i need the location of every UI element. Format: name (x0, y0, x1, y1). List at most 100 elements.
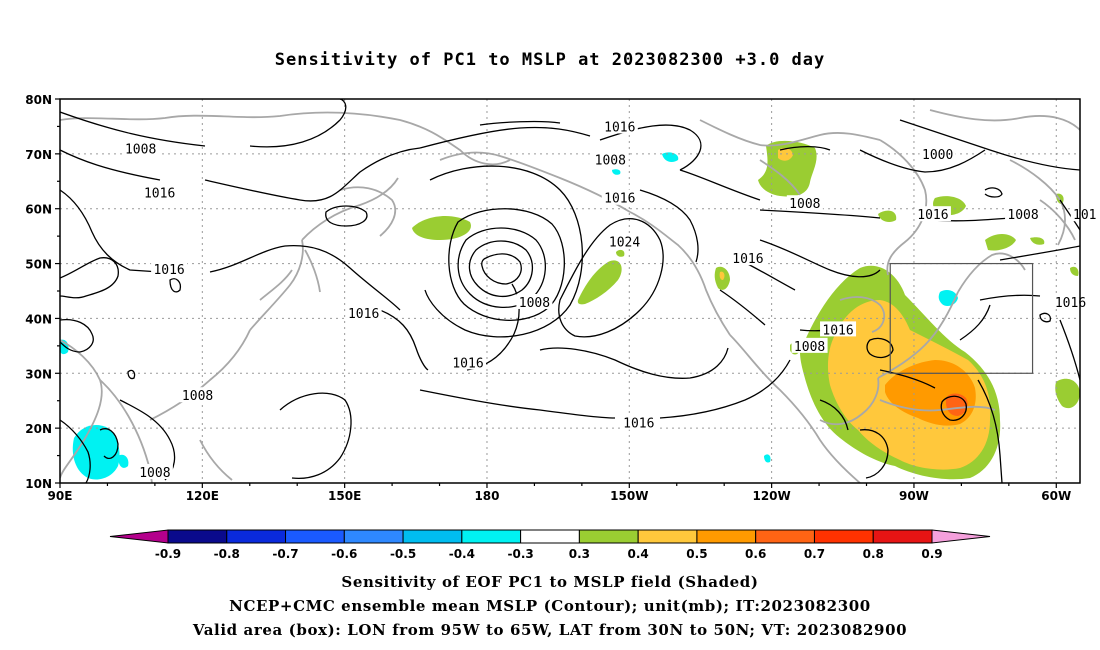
contour-label: 1008 (1007, 208, 1038, 223)
shade-green-lab (1030, 237, 1045, 245)
colorbar-label: -0.9 (155, 547, 181, 561)
shade-green-pacific2 (616, 249, 625, 257)
contour-label: 1016 (732, 252, 763, 267)
contour-label-bg (914, 206, 951, 222)
contour-label-bg (786, 195, 823, 211)
sensitivity-shading (60, 140, 1080, 480)
colorbar-swatch (520, 529, 580, 544)
lat-label: 20N (25, 422, 52, 436)
colorbar-swatch (402, 529, 463, 544)
colorbar-label: 0.4 (628, 547, 649, 561)
colorbar-label: -0.4 (449, 547, 475, 561)
axis-ticks (55, 98, 1057, 488)
caption-line-3: Valid area (box): LON from 95W to 65W, L… (192, 621, 908, 639)
contour-label-bg (122, 140, 159, 156)
colorbar-left-arrow (109, 529, 169, 544)
contour-label-bg (919, 145, 956, 161)
lon-label: 150E (328, 489, 361, 503)
lon-label: 60W (1041, 489, 1071, 503)
shade-green-atl (1070, 266, 1079, 276)
contour-label-bg (820, 321, 857, 337)
lon-label: 120E (186, 489, 219, 503)
colorbar-swatch (343, 529, 404, 544)
contour-label: 1008 (794, 340, 825, 355)
contour-label-bg (606, 233, 643, 249)
colorbar-label: -0.6 (331, 547, 357, 561)
colorbar-label: -0.8 (214, 547, 240, 561)
contour-label-bg (516, 293, 553, 309)
colorbar-label: 0.3 (569, 547, 590, 561)
lon-label: 150W (610, 489, 648, 503)
colorbar-swatch (813, 529, 874, 544)
shade-cyan-alaska (612, 169, 621, 175)
contour-label-bg (450, 354, 486, 370)
contour-label: 1008 (519, 296, 550, 311)
contour-label: 1016 (153, 263, 184, 278)
contour-label-bg (136, 464, 173, 480)
shade-green-hudson2 (878, 210, 897, 222)
map-title: Sensitivity of PC1 to MSLP at 2023082300… (274, 50, 826, 70)
colorbar-swatch (755, 529, 815, 544)
colorbar-label: -0.7 (272, 547, 298, 561)
mslp-contours (60, 99, 1080, 483)
colorbar-swatch (696, 529, 757, 544)
contour-label: 1016 (1055, 296, 1086, 311)
contour-label: 1016 (604, 120, 635, 135)
lat-label: 10N (25, 477, 52, 491)
lat-label: 70N (25, 148, 52, 162)
contour-label: 1016 (452, 356, 483, 371)
contour-label-bg (592, 151, 629, 167)
contour-label-bg (729, 250, 766, 266)
latitude-labels: 80N 70N 60N 50N 40N 30N 20N 10N (25, 93, 52, 491)
shade-green-pacific (577, 260, 622, 305)
contour-label: 1008 (789, 197, 820, 212)
contour-label: 1024 (609, 236, 640, 251)
colorbar-right-arrow (931, 529, 991, 544)
contour-label: 1016 (623, 417, 654, 432)
colorbar-label: 0.6 (745, 547, 766, 561)
colorbar-swatch (226, 529, 287, 544)
contour-label: 1008 (125, 142, 156, 157)
grid-lines (60, 99, 1080, 483)
contour-label: 101 (1073, 208, 1096, 223)
shade-green-quebec (985, 234, 1016, 251)
contour-label-bg (601, 118, 638, 134)
longitude-labels: 90E 120E 150E 180 150W 120W 90W 60W (48, 489, 1072, 503)
lat-label: 40N (25, 312, 52, 326)
shade-green-atl2 (1055, 378, 1080, 409)
lat-label: 80N (25, 93, 52, 107)
contour-label: 1000 (922, 148, 953, 163)
shade-yellow-canada (778, 147, 793, 161)
contour-label: 1008 (595, 153, 626, 168)
colorbar-swatch (637, 529, 698, 544)
colorbar-label: 0.8 (863, 547, 884, 561)
coastlines (60, 109, 1080, 483)
lat-label: 60N (25, 203, 52, 217)
contour-label-bg (791, 337, 828, 353)
contour-label: 1008 (139, 466, 170, 481)
colorbar-label: -0.3 (507, 547, 533, 561)
lon-label: 180 (474, 489, 499, 503)
contour-label-bg (620, 414, 657, 430)
caption-line-1: Sensitivity of EOF PC1 to MSLP field (Sh… (341, 573, 759, 591)
lat-label: 50N (25, 258, 52, 272)
colorbar-label: 0.7 (804, 547, 825, 561)
contour-label-bg (345, 304, 382, 320)
contour-label-bg (141, 184, 178, 200)
contour-label-bg (601, 189, 638, 205)
shade-yellow-pnw (719, 271, 725, 280)
contour-label: 1016 (822, 323, 853, 338)
shade-green-canada (758, 140, 817, 197)
colorbar-label: -0.5 (390, 547, 416, 561)
contour-label: 1016 (144, 186, 175, 201)
colorbar-swatch (167, 529, 228, 544)
contour-label-bg (151, 261, 188, 277)
contour-label: 1016 (348, 307, 379, 322)
lon-label: 90W (899, 489, 929, 503)
contour-label-bg (1070, 206, 1099, 222)
contour-label-bg (1005, 206, 1042, 222)
contour-label-bg (179, 387, 216, 403)
valid-area-box (889, 262, 1034, 374)
